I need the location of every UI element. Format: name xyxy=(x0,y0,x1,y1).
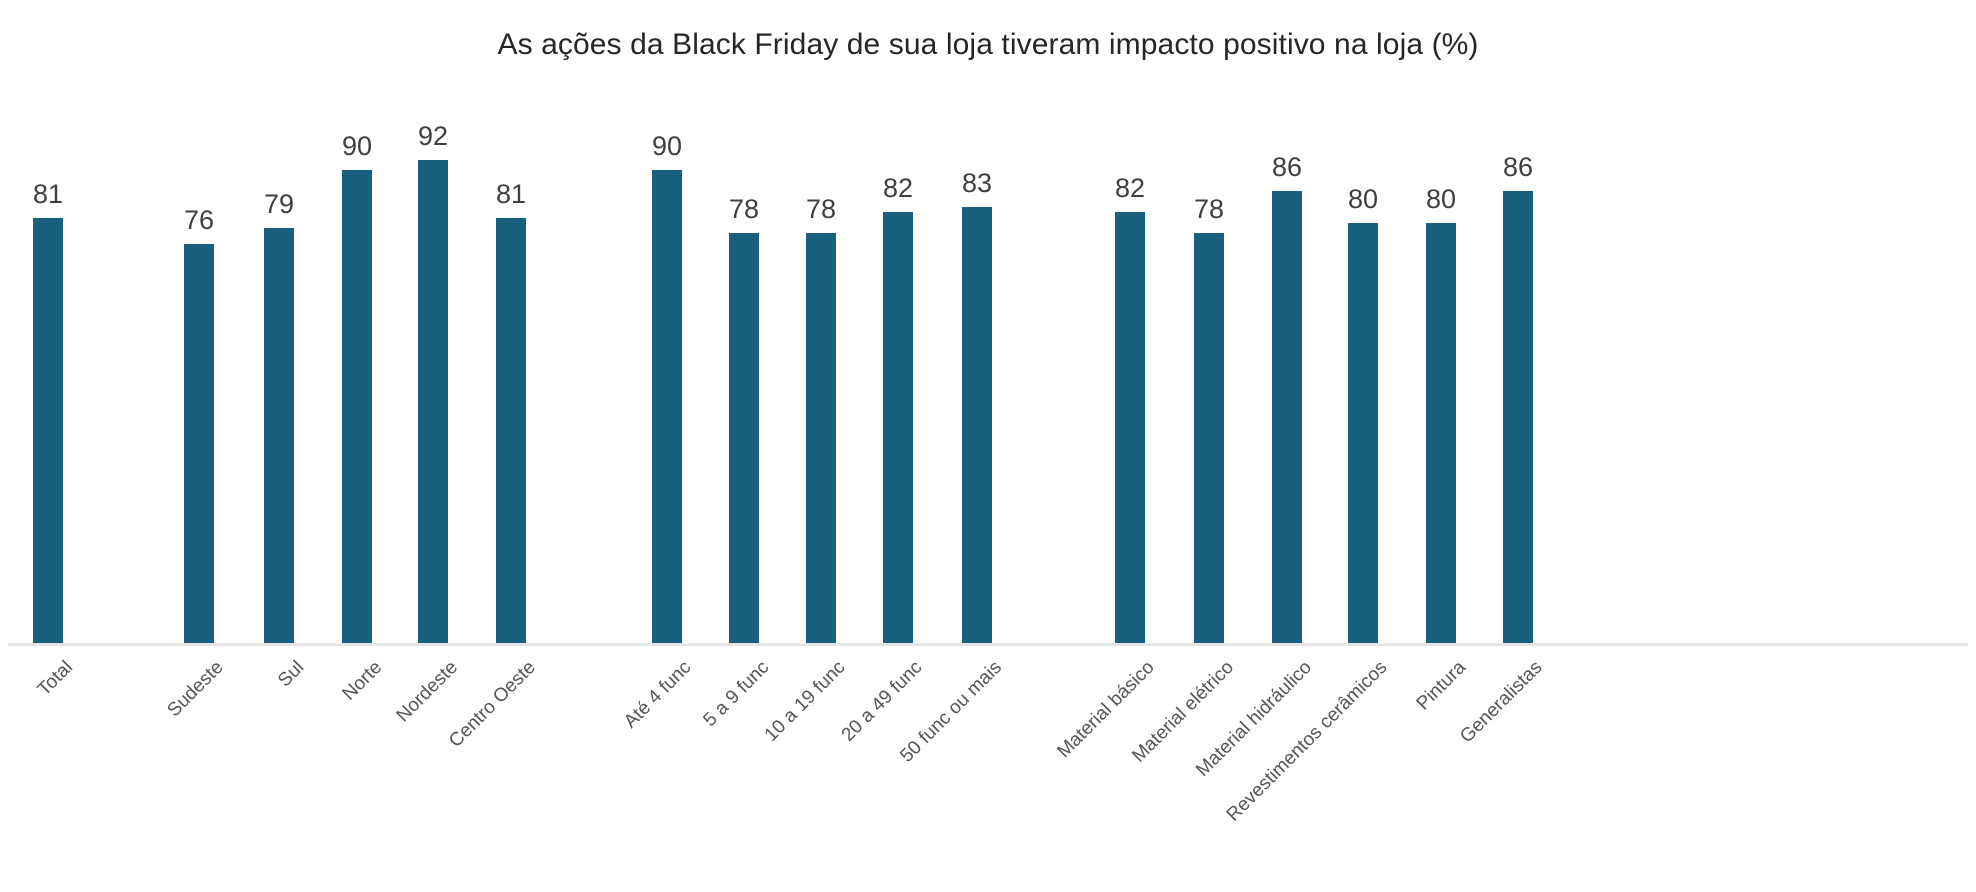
plot-area: 81 76 79 90 92 81 90 78 78 82 83 82 78 86 80 80 86 xyxy=(0,90,1976,646)
bar-slot: 76 xyxy=(184,90,214,643)
axis-tick-label-regiao: Sul xyxy=(274,657,309,692)
bar-slot: 78 xyxy=(729,90,759,643)
bar[interactable] xyxy=(1348,223,1378,643)
bar[interactable] xyxy=(1272,191,1302,643)
bar-slot: 78 xyxy=(1194,90,1224,643)
axis-tick-label-regiao: Sudeste xyxy=(163,657,228,722)
bar[interactable] xyxy=(1503,191,1533,643)
bar-value-label: 82 xyxy=(1114,173,1146,203)
bar-value-label: 90 xyxy=(651,131,683,161)
bar-value-label: 80 xyxy=(1425,184,1457,214)
bar[interactable] xyxy=(342,170,372,643)
bar[interactable] xyxy=(1194,233,1224,643)
bar-slot: 82 xyxy=(883,90,913,643)
axis-tick-label-porte: 5 a 9 func xyxy=(699,657,774,731)
bar-value-label: 86 xyxy=(1271,152,1303,182)
bar-slot: 81 xyxy=(496,90,526,643)
axis-tick-label-regiao: Norte xyxy=(338,657,387,705)
bar-slot: 82 xyxy=(1115,90,1145,643)
chart-title: As ações da Black Friday de sua loja tiv… xyxy=(497,28,1479,61)
bar-value-label: 81 xyxy=(495,179,527,209)
axis-tick-label-segmento: Pintura xyxy=(1412,657,1471,715)
bar-slot: 79 xyxy=(264,90,294,643)
bar-slot: 86 xyxy=(1272,90,1302,643)
bar-value-label: 79 xyxy=(263,189,295,219)
bar-slot: 80 xyxy=(1426,90,1456,643)
bar-value-label: 78 xyxy=(728,194,760,224)
bar-value-label: 90 xyxy=(341,131,373,161)
bar[interactable] xyxy=(806,233,836,643)
bar[interactable] xyxy=(1426,223,1456,643)
bar-value-label: 92 xyxy=(417,121,449,151)
bar[interactable] xyxy=(1115,212,1145,643)
bar-value-label: 78 xyxy=(805,194,837,224)
bar-value-label: 82 xyxy=(882,173,914,203)
bar-value-label: 80 xyxy=(1347,184,1379,214)
bar[interactable] xyxy=(962,207,992,643)
bar-value-label: 76 xyxy=(183,205,215,235)
bar-slot: 80 xyxy=(1348,90,1378,643)
bar[interactable] xyxy=(496,218,526,643)
bar-slot: 90 xyxy=(342,90,372,643)
axis-tick-label-geral: Total xyxy=(33,657,77,701)
bar[interactable] xyxy=(184,244,214,643)
bar-value-label: 83 xyxy=(961,168,993,198)
bar-value-label: 81 xyxy=(32,179,64,209)
bar-slot: 86 xyxy=(1503,90,1533,643)
bar-slot: 78 xyxy=(806,90,836,643)
x-axis-line xyxy=(8,643,1968,646)
bar[interactable] xyxy=(418,160,448,643)
bar[interactable] xyxy=(652,170,682,643)
axis-tick-label-segmento: Revestimentos cerâmicos xyxy=(1222,657,1392,826)
bar-slot: 90 xyxy=(652,90,682,643)
bar[interactable] xyxy=(264,228,294,643)
x-axis-labels: Total Sudeste Sul Norte Nordeste Centro Oeste… xyxy=(0,643,1976,892)
bar-value-label: 86 xyxy=(1502,152,1534,182)
axis-tick-label-porte: 10 a 19 func xyxy=(760,657,850,746)
bar-value-label: 78 xyxy=(1193,194,1225,224)
bar-slot: 83 xyxy=(962,90,992,643)
bar[interactable] xyxy=(729,233,759,643)
axis-tick-label-porte: Até 4 func xyxy=(620,657,696,733)
bar-slot: 81 xyxy=(33,90,63,643)
bar[interactable] xyxy=(883,212,913,643)
bar-slot: 92 xyxy=(418,90,448,643)
axis-tick-label-segmento: Generalistas xyxy=(1456,657,1547,748)
axis-tick-label-regiao: Nordeste xyxy=(392,657,462,727)
bar[interactable] xyxy=(33,218,63,643)
